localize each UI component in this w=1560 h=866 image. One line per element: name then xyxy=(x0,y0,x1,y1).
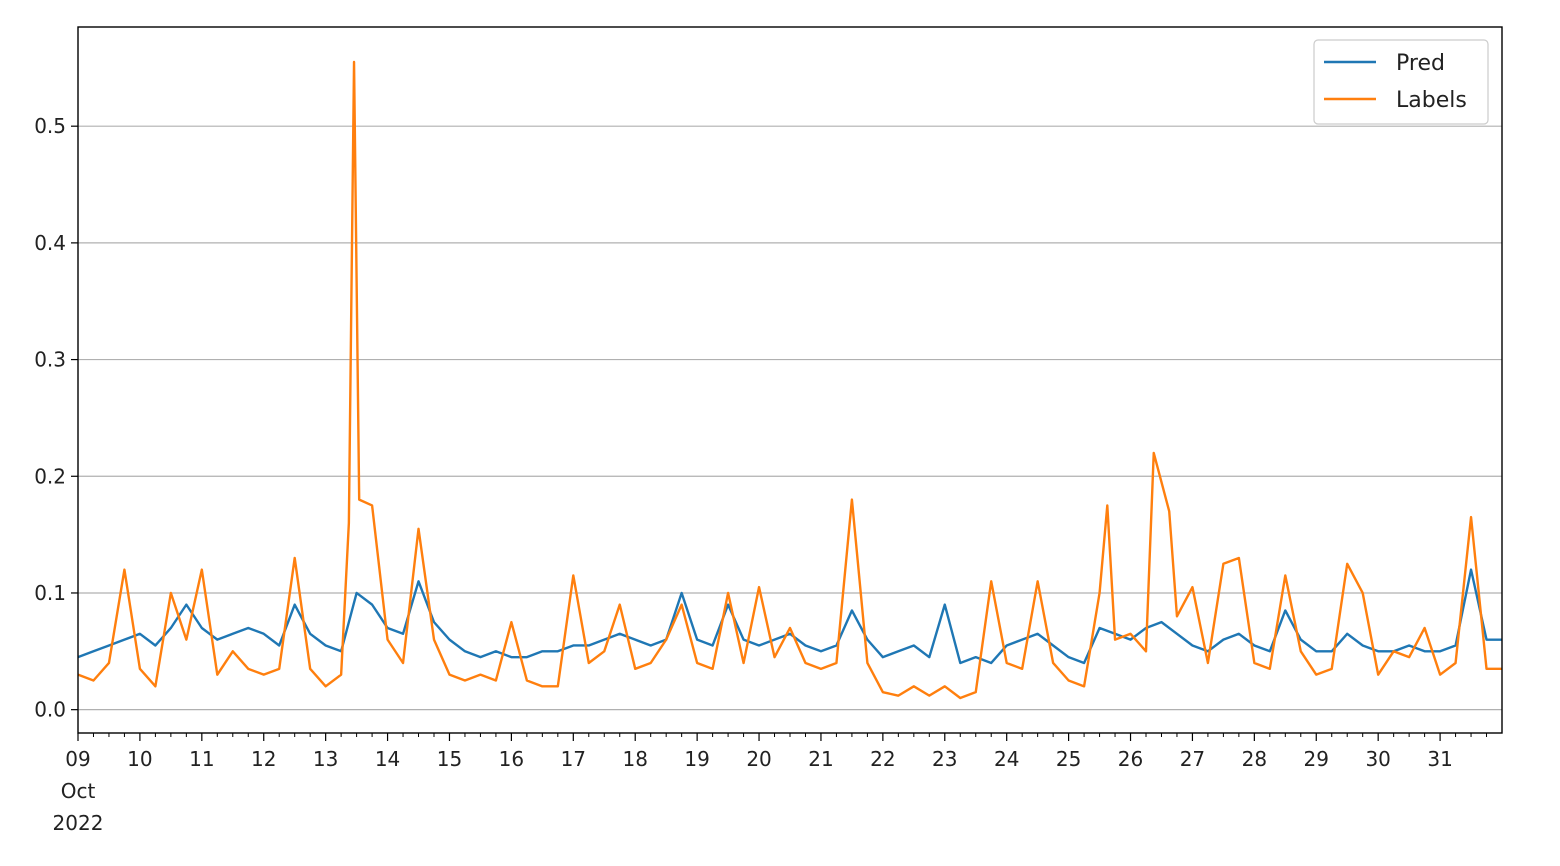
y-tick-label: 0.5 xyxy=(34,114,66,138)
x-tick-label: 10 xyxy=(127,747,152,771)
x-tick-label: 13 xyxy=(313,747,338,771)
x-tick-label: 21 xyxy=(808,747,833,771)
x-tick-label: 19 xyxy=(684,747,709,771)
x-tick-label: 27 xyxy=(1180,747,1205,771)
legend-label-pred: Pred xyxy=(1396,51,1445,76)
x-tick-label: 24 xyxy=(994,747,1019,771)
x-axis: 09 Oct 2022 10 11 12 13 14 15 16 17 18 19 20 21 22 23 24 2… xyxy=(53,733,1488,835)
x-tick-month-label: Oct xyxy=(61,779,96,803)
y-tick-label: 0.4 xyxy=(34,231,66,255)
x-tick-label: 26 xyxy=(1118,747,1143,771)
series-lines xyxy=(77,60,1502,700)
series-line-labels xyxy=(77,60,1502,700)
y-axis: 0.0 0.1 0.2 0.3 0.4 0.5 xyxy=(34,114,78,722)
x-tick-label: 22 xyxy=(870,747,895,771)
x-tick-label: 09 xyxy=(65,747,90,771)
series-line-pred xyxy=(77,568,1502,665)
x-tick-label: 18 xyxy=(622,747,647,771)
x-tick-year-label: 2022 xyxy=(53,811,104,835)
legend: Pred Labels xyxy=(1313,39,1489,125)
x-tick-label: 12 xyxy=(251,747,276,771)
legend-label-labels: Labels xyxy=(1396,88,1467,113)
x-tick-label: 11 xyxy=(189,747,214,771)
y-tick-label: 0.0 xyxy=(34,698,66,722)
y-tick-label: 0.2 xyxy=(34,464,66,488)
x-tick-label: 31 xyxy=(1427,747,1452,771)
y-gridlines xyxy=(78,125,1502,711)
x-tick-label: 28 xyxy=(1242,747,1267,771)
x-tick-label: 16 xyxy=(499,747,524,771)
x-tick-label: 30 xyxy=(1365,747,1390,771)
x-tick-label: 15 xyxy=(437,747,462,771)
x-tick-label: 17 xyxy=(561,747,586,771)
y-tick-label: 0.1 xyxy=(34,581,66,605)
x-tick-label: 14 xyxy=(375,747,400,771)
y-tick-label: 0.3 xyxy=(34,348,66,372)
x-tick-label: 29 xyxy=(1304,747,1329,771)
x-tick-label: 25 xyxy=(1056,747,1081,771)
x-tick-label: 23 xyxy=(932,747,957,771)
x-tick-label: 20 xyxy=(746,747,771,771)
